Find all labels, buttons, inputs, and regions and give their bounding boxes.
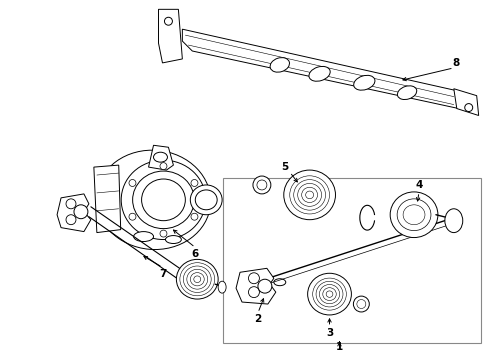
Polygon shape [236, 268, 276, 304]
Ellipse shape [270, 58, 290, 72]
Circle shape [257, 180, 267, 190]
Text: 7: 7 [159, 269, 166, 279]
Circle shape [465, 104, 473, 112]
Circle shape [248, 287, 259, 298]
Ellipse shape [121, 160, 206, 239]
Ellipse shape [153, 152, 168, 162]
Polygon shape [94, 165, 121, 233]
Circle shape [74, 205, 88, 219]
Circle shape [253, 176, 271, 194]
Ellipse shape [397, 199, 431, 231]
Ellipse shape [190, 185, 222, 215]
Ellipse shape [354, 75, 375, 90]
Text: 3: 3 [326, 328, 333, 338]
Ellipse shape [403, 205, 425, 225]
Ellipse shape [196, 190, 217, 210]
Bar [223, 178, 481, 342]
Circle shape [353, 296, 369, 312]
Text: 8: 8 [452, 58, 460, 68]
Circle shape [66, 199, 76, 209]
Circle shape [258, 279, 272, 293]
Ellipse shape [218, 281, 226, 293]
Text: 4: 4 [416, 180, 423, 190]
Text: 5: 5 [281, 162, 289, 172]
Circle shape [191, 180, 198, 186]
Circle shape [129, 180, 136, 186]
Polygon shape [57, 194, 91, 231]
Polygon shape [148, 145, 173, 170]
Polygon shape [182, 29, 459, 109]
Circle shape [66, 215, 76, 225]
Ellipse shape [176, 260, 218, 299]
Ellipse shape [445, 209, 463, 233]
Circle shape [129, 213, 136, 220]
Ellipse shape [309, 66, 330, 81]
Polygon shape [454, 89, 479, 116]
Text: 1: 1 [336, 342, 343, 352]
Text: 2: 2 [254, 314, 262, 324]
Circle shape [248, 273, 259, 284]
Ellipse shape [308, 273, 351, 315]
Circle shape [160, 230, 167, 237]
Ellipse shape [284, 170, 336, 220]
Ellipse shape [397, 86, 416, 99]
Ellipse shape [142, 179, 185, 221]
Circle shape [160, 163, 167, 170]
Ellipse shape [133, 171, 195, 229]
Circle shape [357, 300, 366, 309]
Ellipse shape [166, 235, 181, 243]
Ellipse shape [97, 150, 211, 249]
Ellipse shape [390, 192, 438, 238]
Ellipse shape [134, 231, 153, 242]
Circle shape [191, 213, 198, 220]
Circle shape [165, 17, 172, 25]
Text: 6: 6 [192, 249, 199, 260]
Polygon shape [158, 9, 182, 63]
